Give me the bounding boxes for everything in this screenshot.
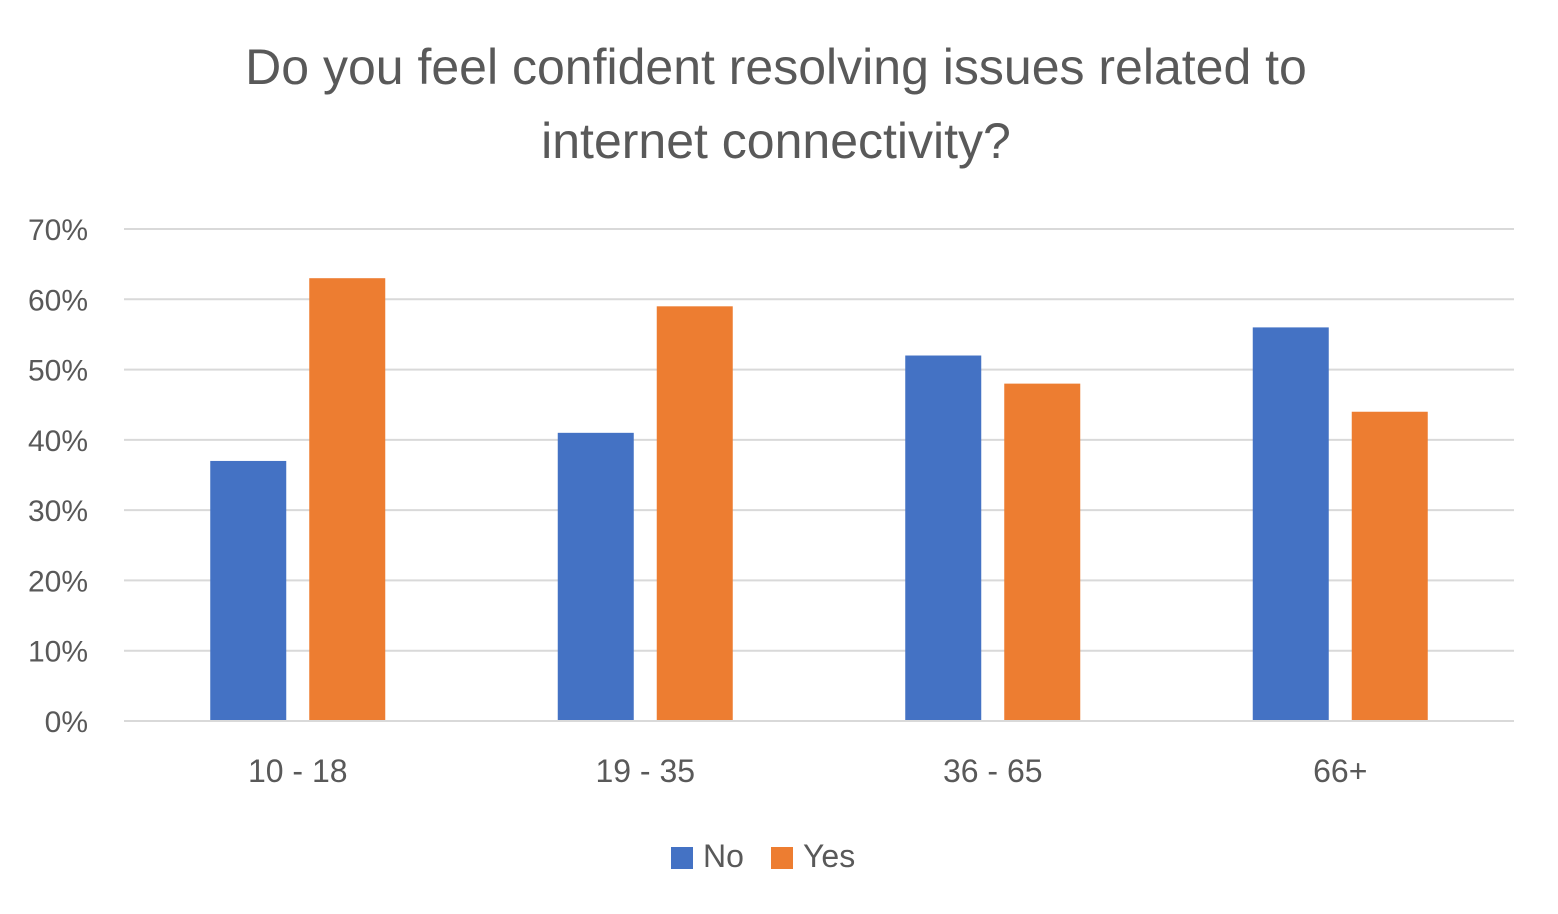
- legend-swatch-no: [671, 847, 693, 869]
- x-tick-label: 66+: [1313, 753, 1367, 789]
- y-tick-label: 70%: [28, 214, 88, 247]
- y-tick-label: 0%: [45, 706, 88, 739]
- legend-label-no: No: [703, 838, 744, 874]
- y-tick-label: 20%: [28, 565, 88, 598]
- y-tick-label: 60%: [28, 284, 88, 317]
- bar-no-3: [1252, 327, 1329, 721]
- chart-title-line-2: internet connectivity?: [541, 113, 1011, 169]
- chart-title: Do you feel confident resolving issues r…: [245, 39, 1307, 169]
- chart-title-line-1: Do you feel confident resolving issues r…: [245, 39, 1307, 95]
- bar-no-2: [905, 355, 982, 721]
- x-tick-label: 36 - 65: [943, 753, 1043, 789]
- bar-yes-3: [1351, 411, 1428, 721]
- y-tick-label: 10%: [28, 636, 88, 669]
- y-axis: 0% 10% 20% 30% 40% 50% 60% 70%: [28, 214, 88, 739]
- bar-yes-1: [656, 306, 733, 721]
- legend: No Yes: [671, 838, 855, 874]
- x-axis: 10 - 18 19 - 35 36 - 65 66+: [124, 720, 1514, 789]
- legend-swatch-yes: [771, 847, 793, 869]
- bar-yes-2: [1004, 383, 1081, 721]
- bar-no-0: [210, 460, 287, 721]
- bar-no-1: [557, 432, 634, 721]
- bars: [210, 278, 1428, 721]
- y-tick-label: 30%: [28, 495, 88, 528]
- y-tick-label: 40%: [28, 425, 88, 458]
- legend-label-yes: Yes: [803, 838, 855, 874]
- x-tick-label: 19 - 35: [595, 753, 695, 789]
- y-tick-label: 50%: [28, 355, 88, 388]
- bar-yes-0: [309, 278, 386, 721]
- x-tick-label: 10 - 18: [248, 753, 348, 789]
